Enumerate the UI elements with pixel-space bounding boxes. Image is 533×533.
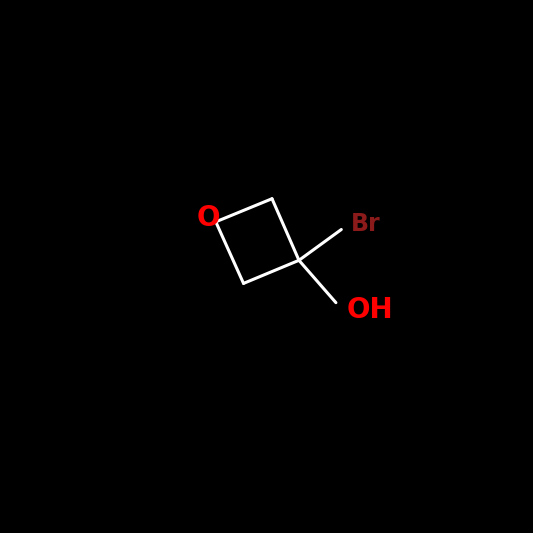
Text: Br: Br <box>351 212 381 236</box>
Text: OH: OH <box>346 296 393 325</box>
Text: O: O <box>196 204 220 232</box>
